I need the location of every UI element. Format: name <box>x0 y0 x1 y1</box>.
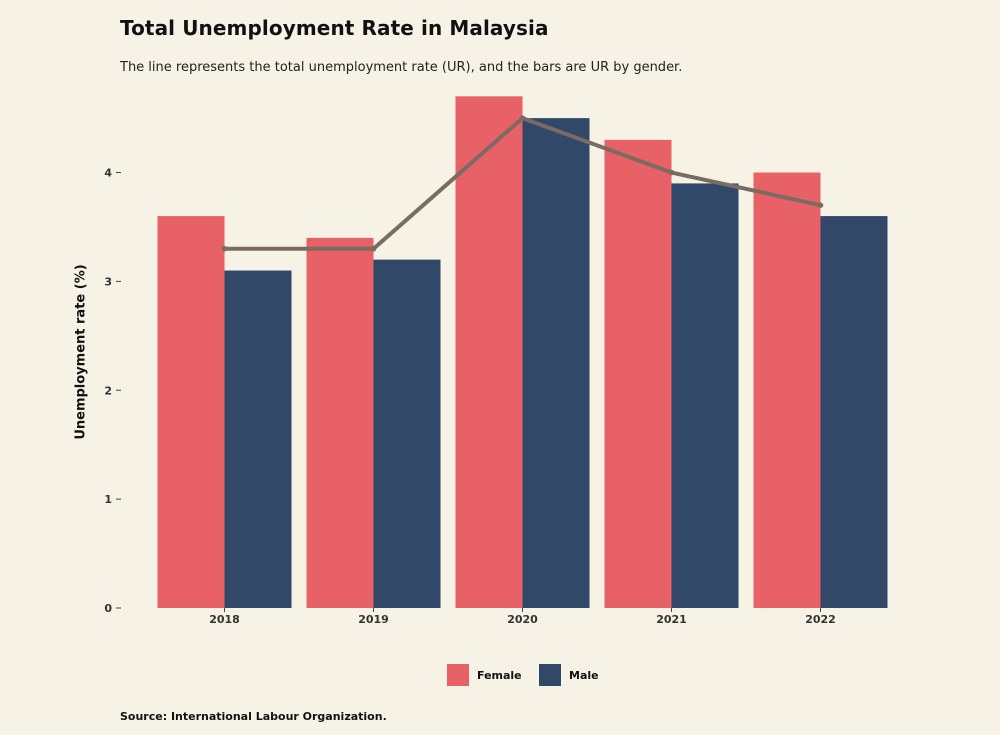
chart-title: Total Unemployment Rate in Malaysia <box>120 16 549 40</box>
legend-swatch-female <box>447 664 469 686</box>
x-tick-label-2022: 2022 <box>805 613 836 626</box>
total-ur-point-2021 <box>668 169 675 176</box>
bars-group <box>157 96 888 609</box>
total-ur-point-2020 <box>519 115 526 121</box>
x-tick-label-2019: 2019 <box>358 613 389 626</box>
legend-label-male: Male <box>569 668 599 682</box>
legend-item-female: Female <box>447 664 522 686</box>
y-tick-label-1: 1 <box>104 493 112 506</box>
x-axis: 2018 2019 2020 2021 2022 <box>209 608 836 626</box>
legend-label-female: Female <box>477 668 522 682</box>
chart-source: Source: International Labour Organizatio… <box>120 710 387 723</box>
bar-female-2021 <box>604 139 672 608</box>
chart-subtitle: The line represents the total unemployme… <box>120 60 683 75</box>
bar-male-2021 <box>671 183 739 609</box>
bar-female-2019 <box>306 237 374 609</box>
bar-male-2020 <box>522 118 590 609</box>
y-tick-label-2: 2 <box>104 384 112 397</box>
bar-male-2022 <box>820 216 888 609</box>
y-tick-label-4: 4 <box>104 167 112 180</box>
y-axis: 0 1 2 3 4 <box>104 167 121 615</box>
y-tick-label-3: 3 <box>104 275 112 288</box>
bar-female-2018 <box>157 216 225 609</box>
bar-chart: 0 1 2 3 4 2018 2019 2020 2021 2022 <box>104 96 888 626</box>
bar-male-2018 <box>224 270 292 608</box>
y-tick-label-0: 0 <box>104 602 112 615</box>
bar-female-2022 <box>753 172 821 609</box>
bar-female-2020 <box>455 96 523 608</box>
x-tick-label-2020: 2020 <box>507 613 538 626</box>
bar-male-2019 <box>373 259 441 608</box>
legend-swatch-male <box>539 664 561 686</box>
legend-item-male: Male <box>539 664 599 686</box>
legend: Female Male <box>0 664 1000 688</box>
total-ur-point-2019 <box>370 245 377 252</box>
trend-line-group <box>221 115 824 252</box>
total-ur-point-2018 <box>221 245 228 252</box>
x-tick-label-2021: 2021 <box>656 613 687 626</box>
x-tick-label-2018: 2018 <box>209 613 240 626</box>
total-ur-point-2022 <box>817 202 824 208</box>
